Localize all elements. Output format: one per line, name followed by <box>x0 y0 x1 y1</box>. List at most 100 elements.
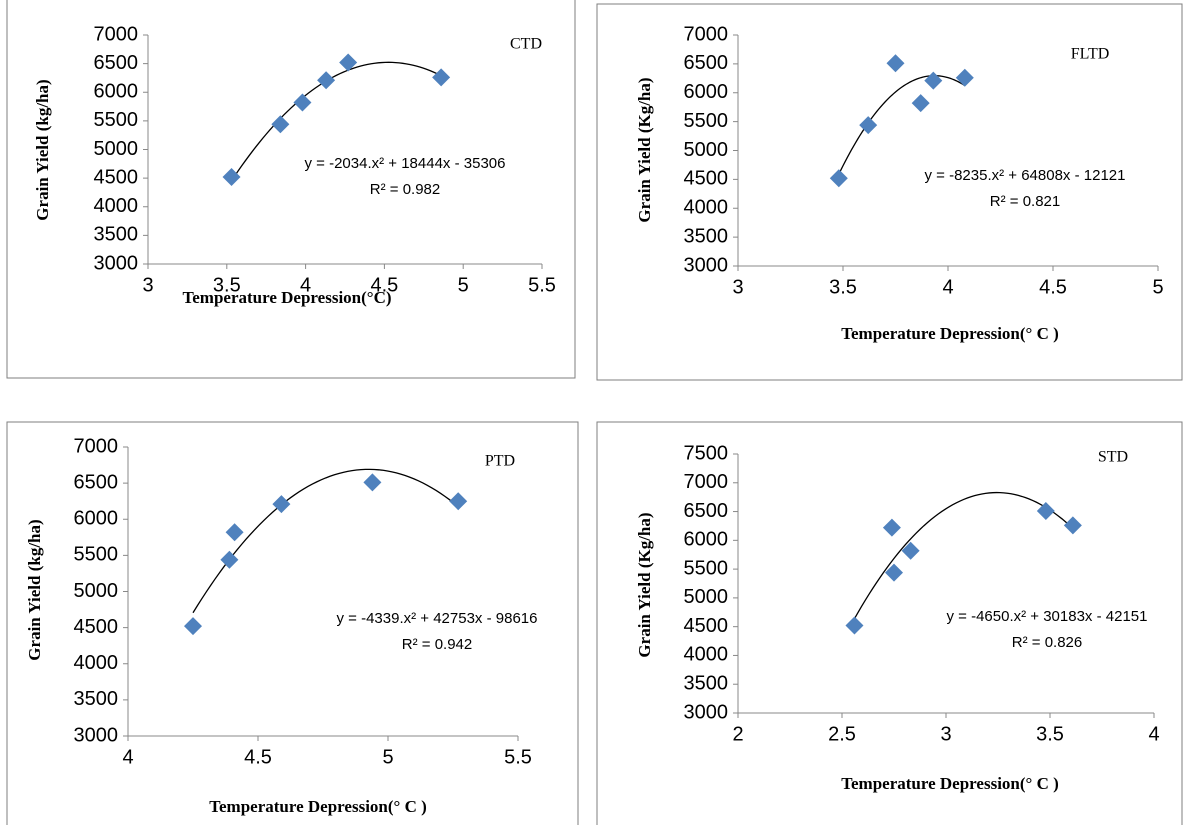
data-point <box>222 167 241 186</box>
y-tick-label: 3500 <box>94 224 139 246</box>
x-tick-label: 2.5 <box>828 723 856 745</box>
x-axis-title: Temperature Depression(° C ) <box>841 324 1059 343</box>
y-axis-title: Grain Yield (kg/ha) <box>25 519 44 660</box>
y-tick-label: 6000 <box>684 529 729 551</box>
chart-panel: 3000 3500 4000 4500 5000 5500 6000 6500 7000 3 3.5… <box>6 0 576 379</box>
data-point <box>1036 501 1055 520</box>
x-axis-title: Temperature Depression(° C ) <box>209 797 427 816</box>
data-point <box>220 550 239 569</box>
y-tick-label: 4000 <box>94 195 139 217</box>
data-point <box>271 115 290 134</box>
trendline <box>838 75 966 175</box>
data-point <box>1063 516 1082 535</box>
y-tick-label: 4500 <box>94 166 139 188</box>
trendline-equation: y = -4339.x² + 42753x - 98616 <box>337 610 538 627</box>
y-tick-label: 4500 <box>74 616 119 638</box>
trendline <box>230 61 442 182</box>
y-tick-label: 3000 <box>684 701 729 723</box>
series-name: FLTD <box>1071 46 1110 63</box>
x-tick-label: 4.5 <box>244 746 272 768</box>
y-tick-label: 7500 <box>684 442 729 464</box>
y-tick-label: 7000 <box>684 23 729 45</box>
x-tick-label: 4 <box>942 276 953 298</box>
data-point <box>317 71 336 90</box>
series-name: CTD <box>510 36 542 53</box>
x-tick-label: 3.5 <box>829 276 857 298</box>
y-axis-title: Grain Yield (Kg/ha) <box>635 512 654 657</box>
y-axis-title: Grain Yield (Kg/ha) <box>635 77 654 222</box>
data-point <box>449 492 468 511</box>
y-tick-label: 5500 <box>74 544 119 566</box>
y-tick-label: 5000 <box>684 586 729 608</box>
data-point <box>829 169 848 188</box>
y-tick-label: 4000 <box>684 644 729 666</box>
x-tick-label: 4.5 <box>370 274 398 296</box>
data-point <box>272 495 291 514</box>
panel-border <box>596 3 1183 381</box>
x-tick-label: 3 <box>732 276 743 298</box>
trendline-r2: R² = 0.982 <box>370 181 440 198</box>
data-point <box>225 523 244 542</box>
y-tick-label: 4500 <box>684 168 729 190</box>
y-tick-label: 5000 <box>94 138 139 160</box>
data-point <box>885 563 903 582</box>
y-tick-label: 4000 <box>74 652 119 674</box>
data-point <box>363 473 382 492</box>
data-point <box>924 71 943 90</box>
trendline-equation: y = -8235.x² + 64808x - 12121 <box>925 167 1126 184</box>
y-tick-label: 6000 <box>74 508 119 530</box>
y-tick-label: 5000 <box>74 580 119 602</box>
panel-border <box>6 0 576 379</box>
y-tick-label: 3500 <box>684 673 729 695</box>
data-point <box>845 616 864 635</box>
x-tick-label: 5 <box>382 746 393 768</box>
data-point <box>955 68 974 87</box>
y-tick-label: 6500 <box>684 52 729 74</box>
x-tick-label: 3.5 <box>1036 723 1064 745</box>
data-point <box>886 54 905 73</box>
y-tick-label: 6000 <box>94 81 139 103</box>
x-tick-label: 3 <box>940 723 951 745</box>
data-point <box>901 541 920 560</box>
data-point <box>432 68 451 87</box>
y-tick-label: 6500 <box>74 471 119 493</box>
trendline-equation: y = -4650.x² + 30183x - 42151 <box>947 608 1148 625</box>
y-axis-title: Grain Yield (kg/ha) <box>33 79 52 220</box>
trendline-r2: R² = 0.821 <box>990 193 1060 210</box>
x-axis-title: Temperature Depression(° C ) <box>841 774 1059 793</box>
x-tick-label: 5 <box>1152 276 1163 298</box>
trendline-r2: R² = 0.942 <box>402 636 472 653</box>
chart-panel: 3000 3500 4000 4500 5000 5500 6000 6500 7000 3 3.5… <box>596 3 1183 381</box>
y-tick-label: 4500 <box>684 615 729 637</box>
y-tick-label: 3500 <box>74 688 119 710</box>
trendline-r2: R² = 0.826 <box>1012 634 1082 651</box>
x-tick-label: 4.5 <box>1039 276 1067 298</box>
y-tick-label: 7000 <box>684 471 729 493</box>
data-point <box>911 94 930 113</box>
data-point <box>339 53 358 72</box>
y-tick-label: 5500 <box>684 557 729 579</box>
y-tick-label: 7000 <box>94 23 139 45</box>
x-axis-title: Temperature Depression(°C) <box>182 288 391 307</box>
x-tick-label: 5.5 <box>504 746 532 768</box>
x-tick-label: 5 <box>458 274 469 296</box>
trendline <box>192 468 459 614</box>
y-tick-label: 3500 <box>684 225 729 247</box>
chart-panel: 3000 3500 4000 4500 5000 5500 6000 6500 7000 4 4.5… <box>6 421 579 825</box>
x-tick-label: 3.5 <box>213 274 241 296</box>
data-point <box>184 617 202 636</box>
series-name: PTD <box>485 453 515 470</box>
y-tick-label: 7000 <box>74 435 119 457</box>
y-tick-label: 3000 <box>74 724 119 746</box>
data-point <box>859 116 878 135</box>
y-tick-label: 4000 <box>684 197 729 219</box>
trendline <box>853 491 1074 619</box>
x-tick-label: 5.5 <box>528 274 556 296</box>
y-tick-label: 3000 <box>94 252 139 274</box>
panel-border <box>6 421 579 825</box>
x-tick-label: 3 <box>142 274 153 296</box>
y-tick-label: 5000 <box>684 139 729 161</box>
series-name: STD <box>1098 449 1128 466</box>
data-point <box>882 518 901 537</box>
